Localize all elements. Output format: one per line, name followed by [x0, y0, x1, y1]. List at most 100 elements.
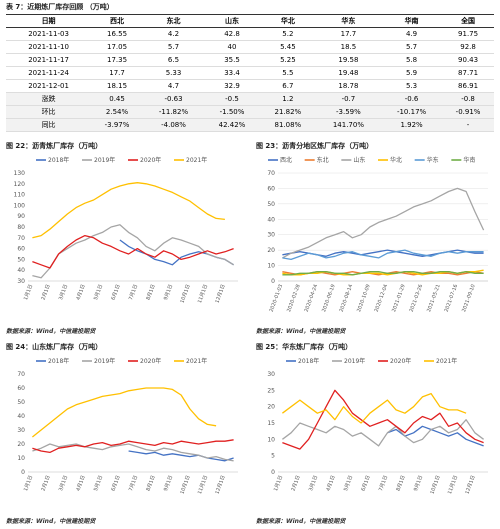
x-tick-label: 4月1日 [326, 475, 337, 492]
table-cell: 2021-11-03 [6, 27, 92, 41]
table-cell: 35.5 [204, 53, 260, 67]
table-cell: 2021-12-01 [6, 79, 92, 93]
series-line [387, 425, 484, 447]
y-tick-label: 40 [267, 216, 275, 223]
series-line [282, 187, 485, 259]
table-row: 2021-11-17 17.35 6.5 35.5 5.25 19.58 5.8 90.43 [6, 53, 494, 67]
legend-label: 2019年 [344, 357, 365, 365]
table-cell: 5.8 [381, 53, 443, 67]
x-tick-label: 11月1日 [197, 475, 209, 495]
figure-caption: 图 25：华东炼厂库存（万吨） [256, 343, 353, 351]
x-tick-label: 9月1日 [163, 284, 174, 301]
table-cell: -1.50% [204, 105, 260, 119]
y-tick-label: 25 [267, 387, 275, 394]
table-cell: 19.48 [315, 66, 381, 80]
source-note: 数据来源：Wind，中信建投期货 [6, 328, 96, 335]
chart: 30 40 50 60 70 80 90 100 110 120 130 1月1日 2月1日 3月1日 4月… [14, 156, 238, 304]
y-tick-label: 120 [14, 181, 26, 188]
table-cell: 18.15 [91, 79, 143, 93]
x-tick-label: 2月1日 [41, 475, 52, 492]
legend-label: 2021年 [186, 156, 207, 164]
table-cell: 5.7 [142, 40, 205, 54]
y-tick-label: 20 [267, 404, 275, 411]
table-cell: -0.63 [142, 92, 205, 106]
table-cell: 5.3 [381, 79, 443, 93]
table-cell: - [442, 118, 494, 132]
y-tick-label: 0 [271, 278, 275, 285]
x-tick-label: 8月1日 [146, 475, 157, 492]
table-cell: 2021-11-17 [6, 53, 92, 67]
y-tick-label: 70 [17, 235, 25, 242]
y-tick-label: 0 [271, 469, 275, 476]
x-tick-label: 6月1日 [111, 475, 122, 492]
table-cell: 21.82% [259, 105, 316, 119]
x-tick-label: 10月1日 [179, 475, 191, 495]
x-tick-label: 2021-01-29 [391, 284, 407, 313]
x-tick-label: 12月1日 [464, 475, 476, 495]
y-tick-label: 10 [267, 263, 275, 270]
table-row: 环比 2.54% -11.82% -1.50% 21.82% -3.59% -10.17% -… [6, 105, 494, 119]
series-line [31, 387, 217, 438]
x-tick-label: 2020-06-19 [321, 284, 337, 313]
legend-label: 2018年 [48, 156, 69, 164]
x-tick-label: 5月1日 [93, 475, 104, 492]
x-tick-label: 12月1日 [214, 475, 226, 495]
x-tick-label: 3月1日 [58, 284, 69, 301]
table-cell: 5.25 [259, 53, 316, 67]
table-cell: 17.7 [315, 27, 381, 41]
x-tick-label: 2020-04-24 [304, 284, 320, 313]
y-tick-label: 110 [14, 192, 26, 199]
x-tick-label: 2021-09-10 [461, 284, 477, 313]
y-tick-label: 20 [17, 441, 25, 448]
table-cell: 东北 [142, 14, 205, 28]
table-cell: -0.6 [381, 92, 443, 106]
table-cell: -0.8 [442, 92, 494, 106]
table-cell: 90.43 [442, 53, 494, 67]
series-line [32, 439, 234, 454]
series-line [32, 234, 234, 269]
source-note: 数据来源：Wind，中信建投期货 [6, 518, 96, 525]
y-tick-label: 30 [267, 371, 275, 378]
legend-label: 华南 [463, 156, 475, 164]
table-cell: 32.9 [204, 79, 260, 93]
series-line [282, 249, 484, 261]
y-tick-label: 0 [21, 469, 25, 476]
table-title: 表 7：近期炼厂库存回顾 （万吨） [6, 3, 114, 11]
legend-label: 2018年 [48, 357, 69, 365]
y-tick-label: 130 [14, 170, 26, 177]
table-cell: 86.91 [442, 79, 494, 93]
legend-label: 2020年 [140, 156, 161, 164]
table-row: 2021-11-03 16.55 4.2 42.8 5.2 17.7 4.9 91.75 [6, 27, 494, 41]
x-tick-label: 8月1日 [146, 284, 157, 301]
table-cell: 42.8 [204, 27, 260, 41]
legend-label: 2019年 [94, 156, 115, 164]
inventory-table: 日期 西北 东北 山东 华北 华东 华南 全国 2021-11-03 16.55 4.2 42.8 5.… [6, 14, 494, 132]
x-tick-label: 3月1日 [58, 475, 69, 492]
table-cell: 5.45 [259, 40, 316, 54]
series-line [282, 389, 484, 450]
x-tick-label: 2021-05-21 [426, 284, 442, 313]
legend-label: 华东 [427, 156, 439, 164]
table-cell: 1.92% [381, 118, 443, 132]
x-tick-label: 1月1日 [23, 475, 34, 492]
table-cell: 2021-11-24 [6, 66, 92, 80]
x-tick-label: 8月1日 [396, 475, 407, 492]
table-cell: 17.35 [91, 53, 143, 67]
table-row: 2021-11-10 17.05 5.7 40 5.45 18.5 5.7 92.8 [6, 40, 494, 54]
y-tick-label: 50 [267, 201, 275, 208]
legend-label: 山东 [353, 156, 365, 164]
legend-label: 东北 [317, 156, 329, 164]
table-cell: -11.82% [142, 105, 205, 119]
table-cell: -0.91% [442, 105, 494, 119]
legend-label: 2019年 [94, 357, 115, 365]
x-tick-label: 4月1日 [76, 475, 87, 492]
y-tick-label: 5 [271, 453, 275, 460]
table-cell: 18.78 [315, 79, 381, 93]
x-tick-label: 6月1日 [361, 475, 372, 492]
x-tick-label: 2020-02-28 [286, 284, 302, 313]
x-tick-label: 10月1日 [429, 475, 441, 495]
table-cell: 42.42% [204, 118, 260, 132]
table-cell: 华北 [259, 14, 316, 28]
table-cell: 5.5 [259, 66, 316, 80]
